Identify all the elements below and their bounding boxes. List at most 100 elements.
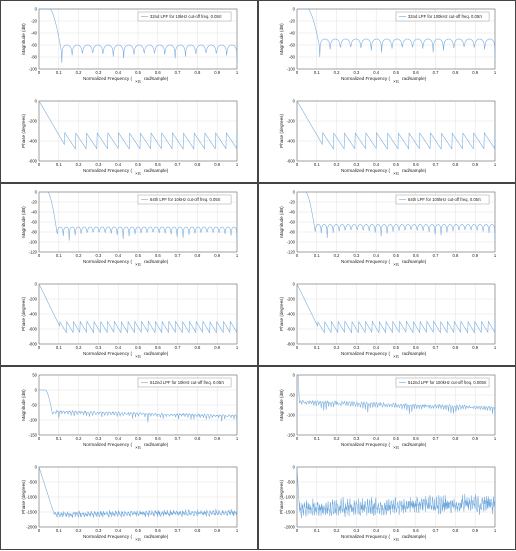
x-tick-label: 0.7 <box>433 436 439 441</box>
x-tick-label: 0.7 <box>175 436 181 441</box>
x-tick-label: 0.8 <box>194 70 200 75</box>
x-tick-label: 0.3 <box>95 70 101 75</box>
y-tick-label: 0 <box>35 189 38 194</box>
x-tick-label: 1 <box>494 345 497 350</box>
x-axis-label: Normalized Frequency ( <box>341 534 390 539</box>
x-axis-label: Normalized Frequency ( <box>83 76 132 81</box>
x-tick-label: 0.9 <box>472 528 478 533</box>
y-axis-label: Magnitude (dB) <box>21 206 26 238</box>
x-tick-label: 0.2 <box>76 528 82 533</box>
x-tick-label: 0.8 <box>194 345 200 350</box>
y-tick-label: -60 <box>31 42 38 47</box>
x-tick-label: 0.3 <box>353 162 359 167</box>
x-axis-unit-label: rad/sample) <box>144 351 169 356</box>
y-tick-label: -120 <box>287 249 296 254</box>
x-tick-label: 0.9 <box>472 345 478 350</box>
x-tick-label: 0.5 <box>393 70 399 75</box>
x-tick-label: 0.7 <box>175 528 181 533</box>
x-tick-label: 0.5 <box>135 436 141 441</box>
x-tick-label: 0 <box>38 528 41 533</box>
x-tick-label: 1 <box>236 436 239 441</box>
y-tick-label: -150 <box>287 432 296 437</box>
y-tick-label: -200 <box>287 296 296 301</box>
phase-series-line <box>296 283 496 334</box>
y-tick-label: -200 <box>29 296 38 301</box>
x-axis-unit-label: rad/sample) <box>144 534 169 539</box>
x-tick-label: 0.1 <box>56 528 62 533</box>
y-tick-label: -500 <box>29 479 38 484</box>
x-tick-label: 0.1 <box>314 162 320 167</box>
magnitude-series-line <box>296 374 496 419</box>
y-tick-label: -600 <box>29 326 38 331</box>
x-tick-label: 0.4 <box>373 162 379 167</box>
x-axis-pi-label: ×π <box>135 79 141 84</box>
x-tick-label: 0.6 <box>155 345 161 350</box>
legend-label: 32nd LPF for 10kHz cut-off freq. 0.05π <box>150 14 222 19</box>
x-tick-label: 0.5 <box>135 528 141 533</box>
filter-response-cell: 0 -20 -40 -60 -80 -100 -120 0 0.1 0.2 0.3 0.4 0.5 0.6… <box>0 183 258 366</box>
x-tick-label: 0.1 <box>314 345 320 350</box>
magnitude-series-line <box>39 191 238 242</box>
x-axis-pi-label: ×π <box>393 262 399 267</box>
y-tick-label: -40 <box>289 30 296 35</box>
y-tick-label: -800 <box>29 341 38 346</box>
x-tick-label: 0.4 <box>373 528 379 533</box>
y-tick-label: -100 <box>29 66 38 71</box>
x-tick-label: 0.7 <box>175 253 181 258</box>
x-axis-pi-label: ×π <box>135 262 141 267</box>
y-axis-label: Magnitude (dB) <box>21 23 26 55</box>
x-tick-label: 0.2 <box>76 345 82 350</box>
x-tick-label: 0.1 <box>314 528 320 533</box>
x-tick-label: 0.9 <box>214 70 220 75</box>
x-tick-label: 0 <box>38 345 41 350</box>
x-tick-label: 1 <box>494 253 497 258</box>
x-tick-label: 0.6 <box>155 253 161 258</box>
x-tick-label: 0.2 <box>76 70 82 75</box>
y-tick-label: -50 <box>31 402 38 407</box>
axes-box <box>38 100 238 162</box>
x-tick-label: 0.3 <box>95 528 101 533</box>
x-tick-label: 1 <box>236 345 239 350</box>
filter-response-svg: 500-50-100-1500 0.1 0.2 0.3 0.4 0.5 0.6 0.7 0.8 0… <box>21 372 239 542</box>
x-tick-label: 0.7 <box>433 70 439 75</box>
magnitude-plot: 0-50-100-1500 0.1 0.2 0.3 0.4 0.5 0.6 0.7 0.8 0.9… <box>279 372 497 450</box>
x-tick-label: 0.3 <box>353 436 359 441</box>
x-axis-pi-label: ×π <box>135 537 141 542</box>
y-tick-label: -1500 <box>26 509 37 514</box>
phase-series-line <box>38 100 238 150</box>
legend-label: 512nd LPF for 10kHz cut-off freq. 0.05π <box>150 380 224 385</box>
y-tick-label: 0 <box>293 464 296 469</box>
x-tick-label: 0.2 <box>76 162 82 167</box>
axes-box <box>296 191 496 253</box>
magnitude-series-line <box>39 389 238 425</box>
y-tick-label: -400 <box>29 311 38 316</box>
x-tick-label: 0.3 <box>353 70 359 75</box>
x-tick-label: 0.9 <box>472 162 478 167</box>
x-tick-label: 0.3 <box>95 253 101 258</box>
y-tick-label: -200 <box>287 118 296 123</box>
axes-box <box>38 466 238 528</box>
x-axis-unit-label: rad/sample) <box>402 534 427 539</box>
x-tick-label: 0 <box>296 436 299 441</box>
y-tick-label: -40 <box>31 30 38 35</box>
y-tick-label: -150 <box>29 432 38 437</box>
x-tick-label: 0.7 <box>433 162 439 167</box>
y-tick-label: -60 <box>289 219 296 224</box>
y-tick-label: -120 <box>29 249 38 254</box>
y-tick-label: -2000 <box>284 524 295 529</box>
x-tick-label: 0.4 <box>115 70 121 75</box>
y-tick-label: -60 <box>289 42 296 47</box>
x-tick-label: 0.5 <box>135 345 141 350</box>
legend-box <box>137 377 232 388</box>
x-tick-label: 0.1 <box>56 70 62 75</box>
phase-series-line <box>296 100 496 150</box>
x-tick-label: 0.5 <box>135 162 141 167</box>
x-axis-pi-label: ×π <box>135 354 141 359</box>
x-tick-label: 0.2 <box>76 253 82 258</box>
